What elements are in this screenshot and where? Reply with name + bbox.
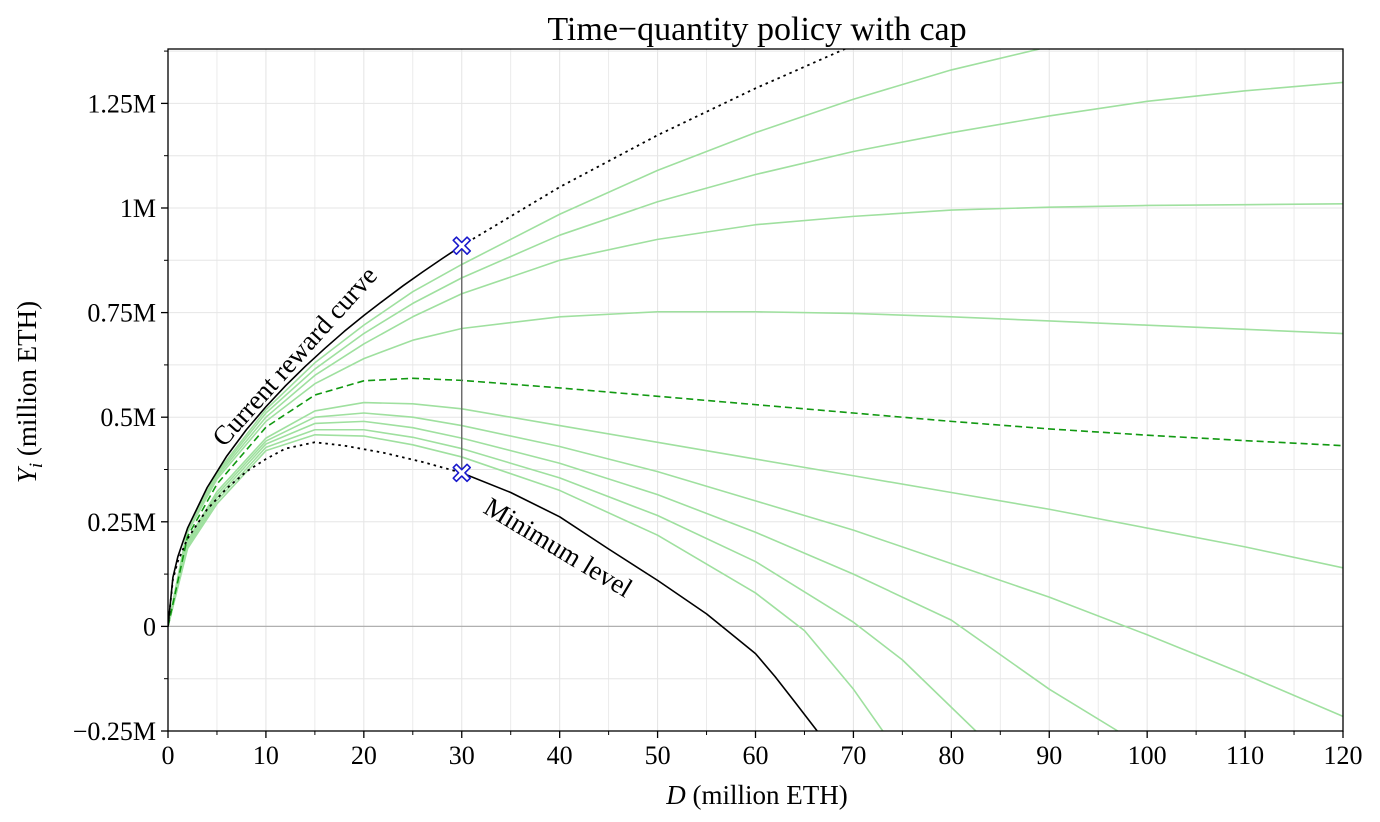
- x-axis-title: D (million ETH): [665, 780, 847, 810]
- y-axis-title: Yi (million ETH): [12, 301, 47, 483]
- x-tick-label: 50: [645, 741, 671, 770]
- y-tick-label: 1.25M: [87, 89, 156, 118]
- policy-path-1: [168, 49, 1040, 627]
- policy-path-9: [168, 433, 884, 731]
- x-tick-label: 110: [1226, 741, 1264, 770]
- policy-path-8: [168, 428, 977, 731]
- current-curve-label: Current reward curve: [206, 260, 383, 452]
- y-tick-label: 0.25M: [87, 508, 156, 537]
- policy-path-4: [168, 310, 1343, 627]
- grid: [167, 49, 1344, 732]
- x-tick-label: 20: [351, 741, 377, 770]
- y-tick-label: 0: [143, 612, 156, 641]
- x-tick-label: 120: [1324, 741, 1363, 770]
- x-tick-label: 80: [938, 741, 964, 770]
- x-tick-label: 100: [1128, 741, 1167, 770]
- x-tick-label: 10: [253, 741, 279, 770]
- minimum-level-dotted: [168, 441, 462, 627]
- marker-current-at-30: [452, 236, 472, 255]
- marker-minimum-at-30: [452, 463, 472, 483]
- cap-path-dashed: [168, 377, 1343, 627]
- minimum-level-solid: [461, 472, 818, 731]
- series-layer: [168, 49, 1343, 731]
- x-tick-label: 70: [840, 741, 866, 770]
- x-tick-label: 40: [547, 741, 573, 770]
- policy-path-5: [168, 401, 1343, 627]
- marker-layer: [452, 236, 472, 483]
- x-tick-label: 60: [743, 741, 769, 770]
- chart-title: Time−quantity policy with cap: [547, 11, 966, 48]
- current-reward-solid: [168, 244, 463, 627]
- ticks: 0 10 20 30 40 50 60 70 80 90 100 110 120−0.25M00.25M…: [73, 50, 1363, 770]
- x-tick-label: 0: [162, 741, 175, 770]
- minimum-level-label: Minimum level: [479, 491, 638, 603]
- x-tick-label: 30: [449, 741, 475, 770]
- policy-path-3: [168, 203, 1343, 627]
- y-tick-label: 0.5M: [100, 403, 156, 432]
- y-tick-label: 0.75M: [87, 299, 156, 328]
- x-tick-label: 90: [1036, 741, 1062, 770]
- policy-path-2: [168, 81, 1343, 627]
- policy-path-6: [168, 412, 1343, 718]
- y-tick-label: −0.25M: [73, 717, 156, 746]
- y-tick-label: 1M: [120, 194, 156, 223]
